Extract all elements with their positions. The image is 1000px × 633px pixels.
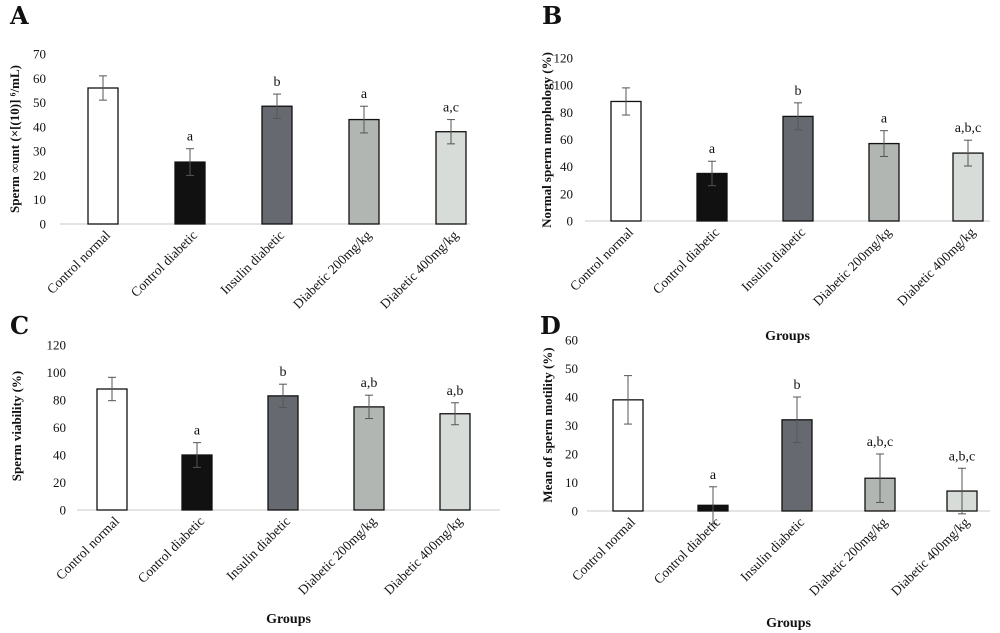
significance-label: b xyxy=(274,75,281,90)
y-tick-label: 60 xyxy=(560,132,573,147)
category-label: Insulin diabetic xyxy=(737,515,807,585)
category-label: Control diabetic xyxy=(651,515,723,587)
significance-label: a xyxy=(361,87,368,102)
significance-label: b xyxy=(280,365,287,380)
significance-label: a xyxy=(194,424,201,439)
category-label: Insulin diabetic xyxy=(738,225,808,295)
y-tick-label: 100 xyxy=(554,78,574,93)
y-axis-label: Sperm viability (%) xyxy=(9,371,24,482)
category-label: Diabetic 400mg/kg xyxy=(894,224,978,308)
significance-label: a,b,c xyxy=(955,121,981,136)
bar xyxy=(439,413,471,511)
y-tick-label: 50 xyxy=(33,95,46,110)
bar xyxy=(87,87,119,225)
panel-letter: A xyxy=(9,1,29,30)
y-tick-label: 100 xyxy=(47,365,67,380)
significance-label: a,b xyxy=(447,384,464,399)
category-label: Insulin diabetic xyxy=(217,228,287,298)
y-tick-label: 80 xyxy=(53,393,66,408)
y-axis-label: Mean of sperm motility (%) xyxy=(540,347,555,502)
y-tick-label: 120 xyxy=(47,338,67,353)
significance-label: b xyxy=(795,84,802,99)
category-label: Diabetic 200mg/kg xyxy=(290,227,374,311)
y-tick-label: 0 xyxy=(567,214,574,229)
category-label: Control diabetic xyxy=(650,225,722,297)
y-tick-label: 20 xyxy=(560,186,573,201)
y-tick-label: 60 xyxy=(33,71,46,86)
significance-label: a xyxy=(187,130,194,145)
y-tick-label: 40 xyxy=(33,119,46,134)
y-axis-label: Sperm ∞unt (×[(10)] ⁶/mL) xyxy=(7,65,22,213)
category-label: Diabetic 200mg/kg xyxy=(810,224,894,308)
significance-label: b xyxy=(794,378,801,393)
y-tick-label: 20 xyxy=(53,475,66,490)
y-tick-label: 80 xyxy=(560,105,573,120)
bar xyxy=(610,100,642,222)
panel-c: C 0 20 40 60 80 100 120 Sperm viability (%) Group… xyxy=(9,311,500,627)
y-tick-label: 60 xyxy=(565,333,578,348)
y-tick-label: 0 xyxy=(60,503,67,518)
bar xyxy=(353,406,385,511)
panel-letter: B xyxy=(542,1,562,30)
significance-label: a xyxy=(709,142,716,157)
panel-letter: D xyxy=(540,311,561,340)
y-tick-label: 30 xyxy=(33,144,46,159)
x-axis-label: Groups xyxy=(765,329,810,344)
category-label: Control normal xyxy=(567,224,636,293)
category-label: Diabetic 200mg/kg xyxy=(295,513,379,597)
y-tick-label: 120 xyxy=(554,51,574,66)
category-label: Diabetic 400mg/kg xyxy=(377,227,461,311)
category-label: Control normal xyxy=(569,514,638,583)
y-tick-label: 10 xyxy=(565,475,578,490)
x-axis-label: Groups xyxy=(766,616,811,631)
y-tick-label: 60 xyxy=(53,420,66,435)
y-tick-label: 30 xyxy=(565,418,578,433)
bar xyxy=(435,131,467,225)
x-axis-label: Groups xyxy=(266,612,311,627)
y-tick-label: 40 xyxy=(53,448,66,463)
significance-label: a xyxy=(710,468,717,483)
y-axis-label: Normal sperm morphology (%) xyxy=(539,52,554,228)
panel-a: A 0 10 20 30 40 50 60 70 Sperm ∞unt (×[(10)] ⁶/mL… xyxy=(7,1,470,312)
bar xyxy=(348,118,380,225)
significance-label: a,c xyxy=(443,101,459,116)
bar xyxy=(782,115,814,222)
bar xyxy=(96,388,128,511)
category-label: Control diabetic xyxy=(128,228,200,300)
panel-d: D 0 10 20 30 40 50 60 Mean of sperm motility (%)… xyxy=(540,311,990,631)
significance-label: a,b xyxy=(361,376,378,391)
category-label: Control diabetic xyxy=(135,514,207,586)
y-tick-label: 70 xyxy=(33,47,46,62)
bar xyxy=(267,395,299,511)
y-tick-label: 40 xyxy=(560,159,573,174)
y-tick-label: 40 xyxy=(565,390,578,405)
y-tick-label: 20 xyxy=(565,447,578,462)
bar xyxy=(261,105,293,225)
y-tick-label: 0 xyxy=(572,504,579,519)
panel-letter: C xyxy=(10,311,29,340)
category-label: Control normal xyxy=(44,227,113,296)
category-label: Control normal xyxy=(53,513,122,582)
significance-label: a,b,c xyxy=(867,435,893,450)
y-tick-label: 20 xyxy=(33,168,46,183)
category-label: Diabetic 200mg/kg xyxy=(806,514,890,598)
category-label: Diabetic 400mg/kg xyxy=(888,514,972,598)
significance-label: a,b,c xyxy=(949,449,975,464)
y-tick-label: 0 xyxy=(40,217,47,232)
category-label: Insulin diabetic xyxy=(223,514,293,584)
significance-label: a xyxy=(881,112,888,127)
category-label: Diabetic 400mg/kg xyxy=(381,513,465,597)
y-tick-label: 10 xyxy=(33,192,46,207)
y-tick-label: 50 xyxy=(565,361,578,376)
bar xyxy=(868,142,900,222)
